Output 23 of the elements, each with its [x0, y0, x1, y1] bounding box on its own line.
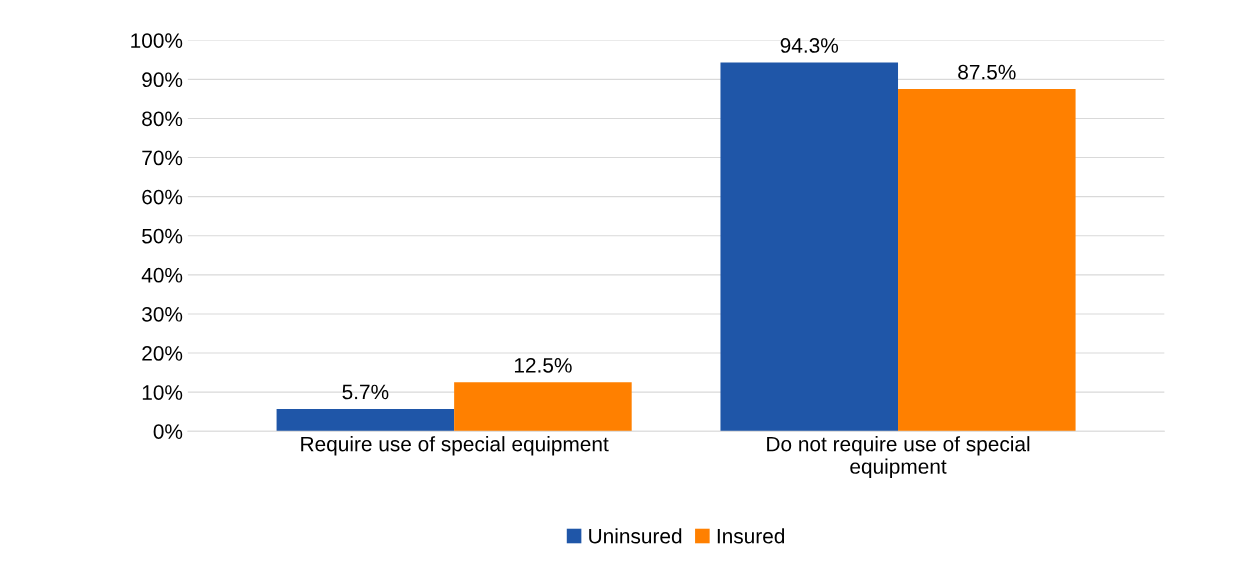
y-tick-label: 70%	[142, 150, 183, 166]
data-label: 5.7%	[342, 384, 389, 400]
y-tick-label: 0%	[153, 424, 183, 439]
y-tick-label: 30%	[142, 306, 183, 322]
y-tick-label: 100%	[131, 33, 183, 48]
y-tick-label: 90%	[142, 72, 183, 88]
data-label: 94.3%	[780, 38, 839, 53]
x-tick-label: Require use of special equipment	[301, 436, 609, 456]
bar	[454, 382, 632, 432]
y-tick-label: 60%	[142, 189, 183, 205]
bar	[276, 408, 455, 432]
bar	[898, 89, 1076, 432]
legend-label: Uninsured	[589, 528, 682, 544]
y-tick-label: 50%	[142, 228, 183, 244]
data-label: 12.5%	[514, 357, 572, 373]
data-label: 87.5%	[958, 64, 1016, 80]
x-tick-label: Do not require use of special equipment	[767, 436, 1030, 478]
y-tick-label: 80%	[142, 111, 183, 127]
y-tick-label: 20%	[142, 346, 183, 361]
bar	[720, 62, 899, 432]
y-tick-label: 10%	[142, 385, 183, 400]
y-tick-label: 40%	[141, 267, 183, 283]
legend-label: Insured	[717, 528, 785, 544]
